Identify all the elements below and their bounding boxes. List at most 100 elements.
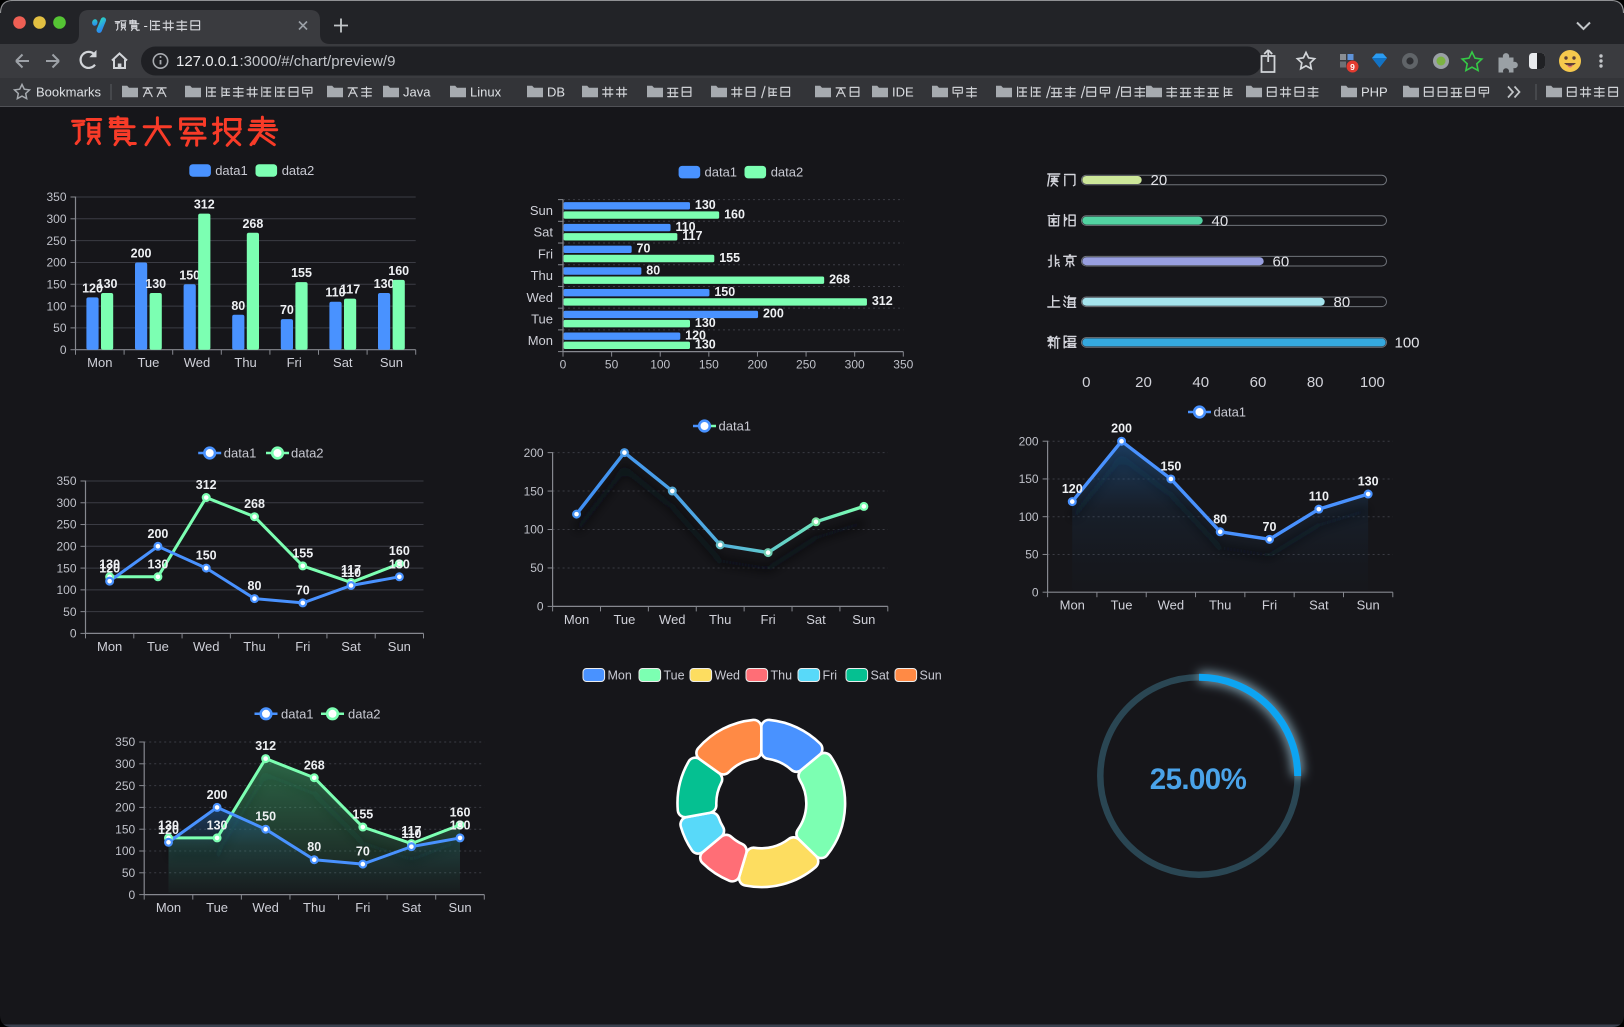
svg-text:120: 120 [99,562,120,576]
svg-text:Tue: Tue [1111,598,1133,613]
svg-text:350: 350 [56,474,76,488]
svg-text:150: 150 [714,285,735,299]
svg-text:155: 155 [291,266,312,280]
svg-text:120: 120 [1062,482,1083,496]
svg-text:data1: data1 [705,165,738,180]
svg-text:50: 50 [1025,548,1039,562]
svg-text:data2: data2 [282,163,315,178]
svg-text:50: 50 [530,561,544,575]
svg-text:70: 70 [1263,520,1277,534]
svg-text:Tue: Tue [147,639,169,654]
svg-text:117: 117 [401,824,421,838]
svg-text:50: 50 [122,866,136,880]
svg-text:80: 80 [307,840,321,854]
svg-text:Wed: Wed [252,900,279,915]
svg-text:Linux: Linux [470,85,502,100]
svg-text:Mon: Mon [156,900,181,915]
svg-text:80: 80 [248,579,262,593]
svg-text:110: 110 [341,566,361,580]
svg-text:100: 100 [1019,510,1039,524]
svg-text:60: 60 [1273,253,1290,270]
svg-text:155: 155 [292,546,313,560]
svg-text:160: 160 [389,544,410,558]
svg-text:120: 120 [82,281,103,295]
svg-text:130: 130 [158,818,179,832]
svg-text:20: 20 [1151,172,1168,189]
svg-text:200: 200 [56,540,76,554]
svg-text:200: 200 [207,788,228,802]
svg-text:100: 100 [56,583,76,597]
svg-text:117: 117 [682,229,702,243]
svg-text:312: 312 [194,198,215,212]
svg-text:Wed: Wed [715,668,741,682]
svg-text:50: 50 [605,358,619,372]
svg-text:Sat: Sat [333,355,353,370]
svg-text:Thu: Thu [234,355,256,370]
svg-text:70: 70 [280,303,294,317]
svg-text:155: 155 [352,808,373,822]
svg-text:Mon: Mon [528,333,553,348]
svg-text:Tue: Tue [206,900,228,915]
svg-text:9: 9 [1350,62,1355,72]
svg-text:0: 0 [129,888,136,902]
svg-text:Fri: Fri [355,900,370,915]
svg-text:Sun: Sun [448,900,471,915]
svg-text:300: 300 [46,212,66,226]
svg-text:300: 300 [115,757,135,771]
svg-text:40: 40 [1212,213,1229,230]
svg-text:80: 80 [231,299,245,313]
svg-text:Fri: Fri [295,639,310,654]
svg-text:data1: data1 [281,706,314,721]
svg-text:130: 130 [145,277,166,291]
svg-text:data2: data2 [291,446,324,461]
svg-text:250: 250 [46,234,66,248]
svg-text:200: 200 [46,256,66,270]
svg-text:Sun: Sun [380,355,403,370]
svg-text:Mon: Mon [564,612,589,627]
svg-text:130: 130 [1358,475,1379,489]
svg-text:Fri: Fri [823,668,838,682]
svg-text:100: 100 [115,844,135,858]
svg-text:Sun: Sun [920,668,942,682]
svg-text:70: 70 [356,845,370,859]
svg-text:130: 130 [207,818,228,832]
svg-text:312: 312 [255,739,276,753]
svg-text:data1: data1 [1214,405,1247,420]
svg-text:150: 150 [255,810,276,824]
svg-text:Java: Java [403,85,431,100]
svg-text:200: 200 [148,527,169,541]
svg-text:150: 150 [196,549,217,563]
svg-text:100: 100 [524,523,544,537]
svg-text:150: 150 [1019,472,1039,486]
svg-text:250: 250 [115,779,135,793]
svg-text:0: 0 [60,343,67,357]
svg-text:Fri: Fri [538,246,553,261]
svg-text:Tue: Tue [613,612,635,627]
svg-text:268: 268 [829,273,850,287]
svg-text:IDE: IDE [892,85,914,100]
svg-text:117: 117 [341,563,361,577]
svg-text:70: 70 [637,242,651,256]
svg-text:Sun: Sun [388,639,411,654]
svg-text:Sat: Sat [402,900,422,915]
svg-text:50: 50 [63,605,77,619]
svg-text:Sat: Sat [871,668,890,682]
svg-text:110: 110 [1309,490,1329,504]
svg-text:312: 312 [872,294,893,308]
svg-text:data1: data1 [215,163,248,178]
svg-text:data2: data2 [771,165,804,180]
svg-text:130: 130 [695,198,716,212]
svg-text:150: 150 [46,277,66,291]
svg-text:Mon: Mon [87,355,112,370]
svg-text:350: 350 [46,190,66,204]
svg-text:80: 80 [1334,294,1351,311]
svg-text:Wed: Wed [184,355,211,370]
svg-text:Fri: Fri [1262,598,1277,613]
svg-text:Mon: Mon [97,639,122,654]
svg-text:Sun: Sun [530,203,553,218]
svg-text:110: 110 [675,220,695,234]
svg-text:268: 268 [304,758,325,772]
svg-text:200: 200 [131,246,152,260]
svg-text:117: 117 [340,283,360,297]
svg-text:130: 130 [374,277,395,291]
